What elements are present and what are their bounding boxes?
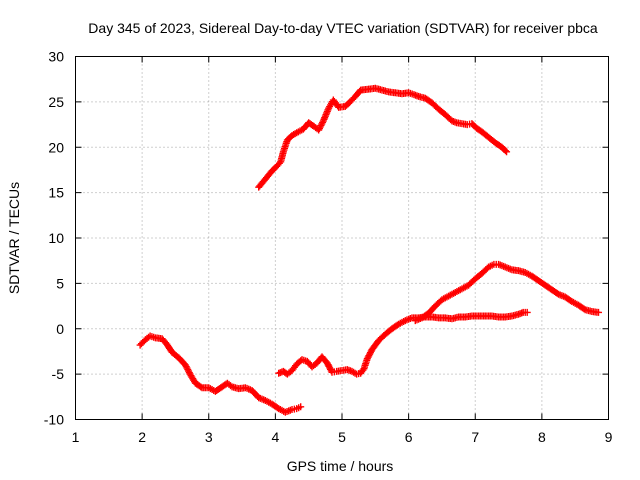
x-tick-label: 8 xyxy=(538,429,546,445)
series-arc-4 xyxy=(411,260,603,325)
data-point xyxy=(503,148,511,156)
y-tick-labels: -10 -5 0 5 10 15 20 25 30 xyxy=(44,49,64,428)
x-tick-label: 5 xyxy=(338,429,346,445)
x-tick-labels: 1 2 3 4 5 6 7 8 9 xyxy=(72,429,613,445)
x-tick-label: 4 xyxy=(271,429,279,445)
axis-ticks xyxy=(75,56,609,420)
y-tick-label: 10 xyxy=(48,230,64,246)
data-point xyxy=(297,403,305,411)
trace-marker xyxy=(501,147,509,155)
x-tick-label: 1 xyxy=(72,429,80,445)
grid-lines xyxy=(75,56,609,420)
y-tick-label: 25 xyxy=(48,94,64,110)
data-point xyxy=(523,308,531,316)
x-tick-label: 7 xyxy=(471,429,479,445)
series-arc-2 xyxy=(255,84,511,191)
y-tick-label: 30 xyxy=(48,49,64,65)
y-tick-label: 20 xyxy=(48,139,64,155)
y-tick-label: -10 xyxy=(44,412,64,428)
y-tick-label: -5 xyxy=(52,366,65,382)
x-tick-label: 6 xyxy=(405,429,413,445)
trace-marker xyxy=(319,118,327,126)
x-axis-label: GPS time / hours xyxy=(287,458,394,474)
data-marks xyxy=(136,84,603,416)
x-tick-label: 3 xyxy=(205,429,213,445)
x-tick-label: 2 xyxy=(138,429,146,445)
y-tick-label: 0 xyxy=(56,321,64,337)
y-tick-label: 5 xyxy=(56,275,64,291)
x-tick-label: 9 xyxy=(605,429,613,445)
series-arc-3 xyxy=(275,308,531,378)
data-point xyxy=(595,308,603,316)
chart-title: Day 345 of 2023, Sidereal Day-to-day VTE… xyxy=(88,20,598,36)
y-axis-label: SDTVAR / TECUs xyxy=(6,182,22,294)
series-arc-1 xyxy=(136,332,305,416)
y-tick-label: 15 xyxy=(48,185,64,201)
